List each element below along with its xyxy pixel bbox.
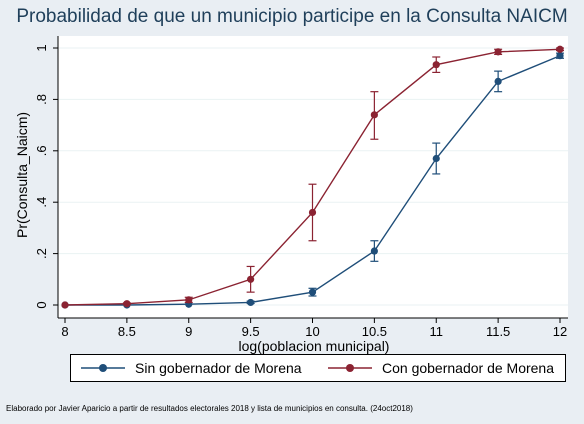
- legend-label-sin: Sin gobernador de Morena: [135, 360, 302, 376]
- data-point-1: [247, 275, 255, 283]
- data-point-0: [494, 77, 502, 86]
- data-point-1: [308, 208, 317, 217]
- x-tick-label: 8.5: [118, 324, 136, 339]
- y-tick-label: .8: [34, 94, 49, 105]
- data-point-0: [432, 154, 440, 163]
- data-point-1: [370, 111, 378, 119]
- x-tick-label: 9.5: [242, 324, 260, 339]
- y-axis-label: Pr(Consulta_Naicm): [14, 111, 30, 238]
- x-tick-label: 8: [61, 324, 68, 339]
- x-tick-label: 11: [430, 324, 444, 339]
- legend-item-con: Con gobernador de Morena: [318, 360, 565, 376]
- x-tick-label: 10.5: [362, 324, 387, 339]
- y-tick-label: 0: [34, 301, 49, 308]
- data-point-0: [556, 52, 564, 60]
- data-point-1: [61, 301, 69, 309]
- x-tick-label: 12: [553, 324, 567, 339]
- data-point-0: [308, 288, 317, 296]
- legend-label-con: Con gobernador de Morena: [382, 360, 555, 376]
- data-point-1: [494, 48, 502, 56]
- footnote: Elaborado por Javier Aparicio a partir d…: [6, 404, 413, 413]
- x-axis-label: log(poblacion municipal): [238, 338, 390, 354]
- x-tick-label: 9: [185, 324, 192, 339]
- x-tick-label: 11.5: [486, 324, 510, 339]
- plot-area: 0 .2 .4 .6 .8 1 8 8.5 9 9.5 10 10.5 11 11.5 12: [34, 36, 568, 339]
- y-tick-label: 1: [34, 44, 49, 51]
- y-tick-label: .6: [34, 145, 49, 156]
- data-point-0: [247, 298, 255, 307]
- data-point-0: [370, 247, 378, 255]
- x-tick-label: 10: [305, 324, 319, 339]
- legend-item-sin: Sin gobernador de Morena: [71, 360, 318, 376]
- y-tick-label: .4: [34, 197, 49, 208]
- data-point-1: [123, 300, 131, 308]
- data-point-1: [432, 61, 440, 69]
- data-point-1: [185, 296, 193, 304]
- data-point-1: [556, 45, 564, 53]
- chart-title: Probabilidad de que un municipio partici…: [16, 6, 568, 27]
- legend: Sin gobernador de Morena Con gobernador …: [70, 354, 566, 382]
- legend-swatch-sin: [81, 364, 125, 372]
- y-tick-label: .2: [34, 248, 49, 259]
- plot-background: [58, 36, 568, 318]
- legend-swatch-con: [328, 364, 372, 372]
